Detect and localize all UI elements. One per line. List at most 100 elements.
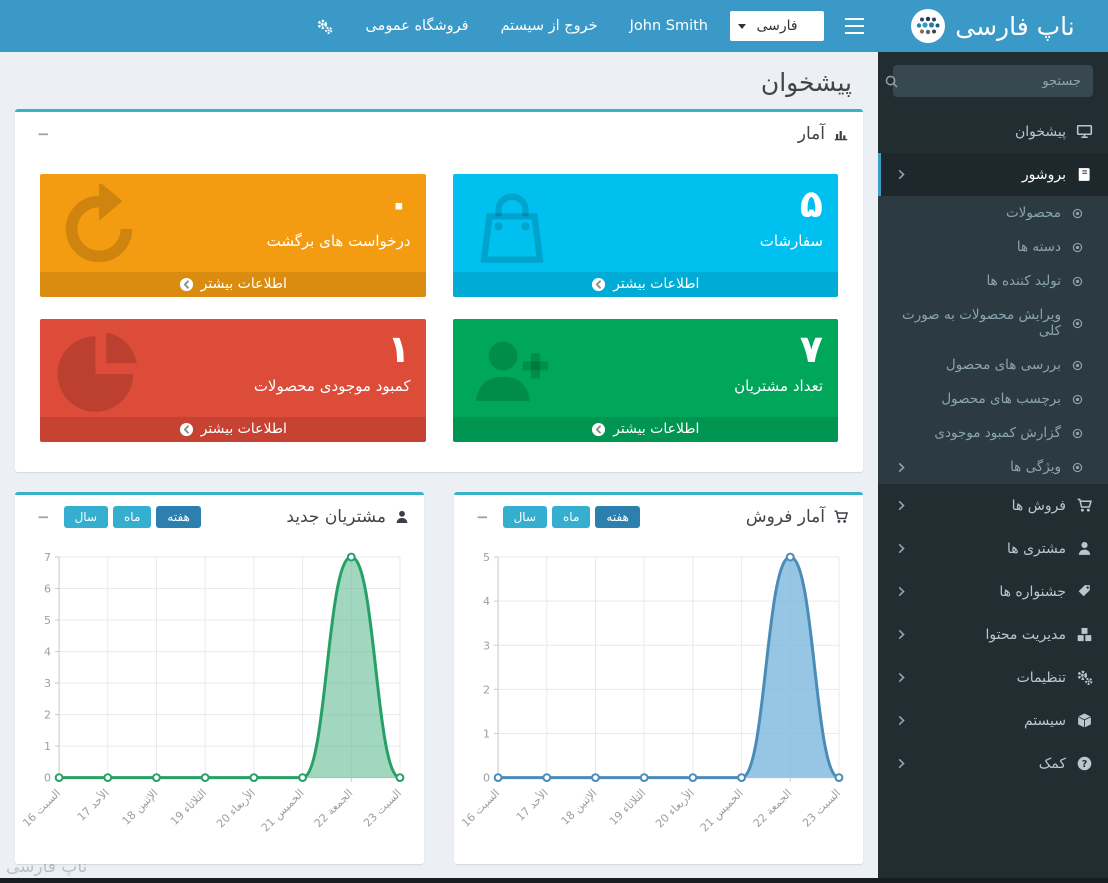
language-select[interactable]: فارسی <box>730 11 824 41</box>
chart-range-button[interactable]: هفته <box>595 506 640 528</box>
sidebar-item-5[interactable]: مدیریت محتوا <box>878 613 1108 656</box>
svg-text:الجمعة 22: الجمعة 22 <box>751 787 795 831</box>
stat-label: کمبود موجودی محصولات <box>253 376 411 395</box>
svg-text:الثلاثاء 19: الثلاثاء 19 <box>607 787 648 828</box>
svg-text:الأربعاء 20: الأربعاء 20 <box>652 786 697 831</box>
public-store-link[interactable]: فروشگاه عمومی <box>365 18 469 34</box>
menu-icon <box>1076 583 1093 600</box>
settings-menu-button[interactable] <box>300 18 349 35</box>
sidebar-subitem[interactable]: بررسی های محصول <box>878 348 1108 382</box>
caret-down-icon <box>738 23 746 29</box>
svg-text:3: 3 <box>483 639 490 652</box>
svg-text:?: ? <box>1082 759 1088 770</box>
sidebar-item-label: بروشور <box>1021 166 1066 183</box>
sidebar-item-1[interactable]: بروشور محصولات دسته ها تولید کننده ها وی… <box>878 153 1108 484</box>
sidebar-toggle-button[interactable] <box>830 0 878 52</box>
svg-text:0: 0 <box>483 772 490 785</box>
stat-box[interactable]: ۷ تعداد مشتریان اطلاعات بیشتر <box>452 319 838 442</box>
svg-text:2: 2 <box>44 709 51 722</box>
chart-panel-title: آمار فروش <box>746 507 849 527</box>
sidebar-item-2[interactable]: فروش ها <box>878 484 1108 527</box>
sidebar-subitem[interactable]: برچسب های محصول <box>878 382 1108 416</box>
svg-text:الجمعة 22: الجمعة 22 <box>312 787 356 831</box>
gears-icon <box>316 18 333 35</box>
dot-circle-icon <box>1071 317 1084 330</box>
chart-panel-header: آمار فروش هفته ماه سال − <box>454 495 863 539</box>
sidebar-subitem[interactable]: ویژگی ها <box>878 450 1108 484</box>
search-icon <box>884 74 899 89</box>
brand-logo-icon <box>911 9 946 43</box>
chart-range-button[interactable]: ماه <box>113 506 152 528</box>
collapse-button[interactable]: − <box>29 506 58 528</box>
sidebar-item-3[interactable]: مشتری ها <box>878 527 1108 570</box>
sidebar-item-label: تنظیمات <box>1016 669 1066 686</box>
sidebar-item-7[interactable]: سیستم <box>878 699 1108 742</box>
sidebar-item-8[interactable]: ? کمک <box>878 742 1108 785</box>
svg-text:الأربعاء 20: الأربعاء 20 <box>213 786 258 831</box>
svg-text:4: 4 <box>44 646 51 659</box>
stat-value: ۷ <box>799 327 823 371</box>
search-button[interactable] <box>884 74 899 89</box>
more-info-link[interactable]: اطلاعات بیشتر <box>452 417 838 442</box>
chart-range-button[interactable]: سال <box>63 506 109 528</box>
sidebar-item-label: مدیریت محتوا <box>985 626 1066 643</box>
chevron-right-icon <box>896 629 907 640</box>
sidebar-item-label: جشنواره ها <box>999 583 1066 600</box>
more-info-link[interactable]: اطلاعات بیشتر <box>40 272 426 297</box>
dot-circle-icon <box>1071 275 1084 288</box>
sidebar-item-label: کمک <box>1038 755 1066 772</box>
stat-value: ۱ <box>387 327 411 371</box>
stat-watermark-icon <box>54 184 144 274</box>
svg-text:4: 4 <box>483 595 490 608</box>
chart-panel-header: مشتریان جدید هفته ماه سال − <box>15 495 424 539</box>
sidebar-subitem[interactable]: محصولات <box>878 196 1108 230</box>
chevron-right-icon <box>896 500 907 511</box>
svg-text:الثلاثاء 19: الثلاثاء 19 <box>168 787 209 828</box>
stat-box[interactable]: ۰ درخواست های برگشت اطلاعات بیشتر <box>40 174 426 297</box>
sidebar-item-6[interactable]: تنظیمات <box>878 656 1108 699</box>
collapse-button[interactable]: − <box>29 123 58 145</box>
chevron-right-icon <box>896 586 907 597</box>
svg-text:5: 5 <box>44 614 51 627</box>
svg-text:3: 3 <box>44 677 51 690</box>
chevron-right-icon <box>896 758 907 769</box>
cart-icon <box>833 509 849 525</box>
menu-icon <box>1076 497 1093 514</box>
stat-box[interactable]: ۵ سفارشات اطلاعات بیشتر <box>452 174 838 297</box>
menu-icon <box>1076 166 1093 183</box>
search-input[interactable] <box>899 73 1093 89</box>
stat-box[interactable]: ۱ کمبود موجودی محصولات اطلاعات بیشتر <box>40 319 426 442</box>
sidebar-subitem[interactable]: دسته ها <box>878 230 1108 264</box>
sidebar-item-4[interactable]: جشنواره ها <box>878 570 1108 613</box>
sidebar-subitem[interactable]: تولید کننده ها <box>878 264 1108 298</box>
chevron-right-icon <box>896 462 907 473</box>
sidebar-subitem-label: گزارش کمبود موجودی <box>934 425 1061 441</box>
menu-icon: ? <box>1076 755 1093 772</box>
sidebar: ناپ فارسی پیشخوان بروشور محصولات <box>878 0 1108 883</box>
chart-range-button[interactable]: ماه <box>552 506 591 528</box>
logout-link[interactable]: خروج از سیستم <box>500 18 598 34</box>
more-info-link[interactable]: اطلاعات بیشتر <box>40 417 426 442</box>
user-icon <box>394 509 410 525</box>
arrow-circle-left-icon <box>179 277 194 292</box>
chevron-right-icon <box>896 715 907 726</box>
chart-range-button[interactable]: هفته <box>156 506 201 528</box>
sidebar-subitem[interactable]: ویرایش محصولات به صورت کلی <box>878 298 1108 348</box>
user-menu-link[interactable]: John Smith <box>629 18 708 34</box>
sidebar-subitem[interactable]: گزارش کمبود موجودی <box>878 416 1108 450</box>
svg-text:الأحد 17: الأحد 17 <box>74 786 112 824</box>
svg-text:الإثنين 18: الإثنين 18 <box>120 787 161 828</box>
stat-watermark-icon <box>467 329 557 419</box>
brand-logo[interactable]: ناپ فارسی <box>878 0 1108 52</box>
more-info-link[interactable]: اطلاعات بیشتر <box>452 272 838 297</box>
topbar: فارسی John Smith خروج از سیستم فروشگاه ع… <box>0 0 878 52</box>
main-content: پیشخوان آمار − ۵ سفارشات اطلاعات بیشتر ۰… <box>0 52 878 883</box>
svg-text:السبت 23: السبت 23 <box>361 787 404 830</box>
sidebar-submenu: محصولات دسته ها تولید کننده ها ویرایش مح… <box>878 196 1108 484</box>
sidebar-subitem-label: تولید کننده ها <box>986 273 1061 289</box>
dot-circle-icon <box>1071 427 1084 440</box>
charts-row: آمار فروش هفته ماه سال − 0 1 2 3 4 5 السبت 16 الأ… <box>15 492 863 864</box>
sidebar-item-0[interactable]: پیشخوان <box>878 110 1108 153</box>
chart-range-button[interactable]: سال <box>502 506 548 528</box>
collapse-button[interactable]: − <box>468 506 497 528</box>
